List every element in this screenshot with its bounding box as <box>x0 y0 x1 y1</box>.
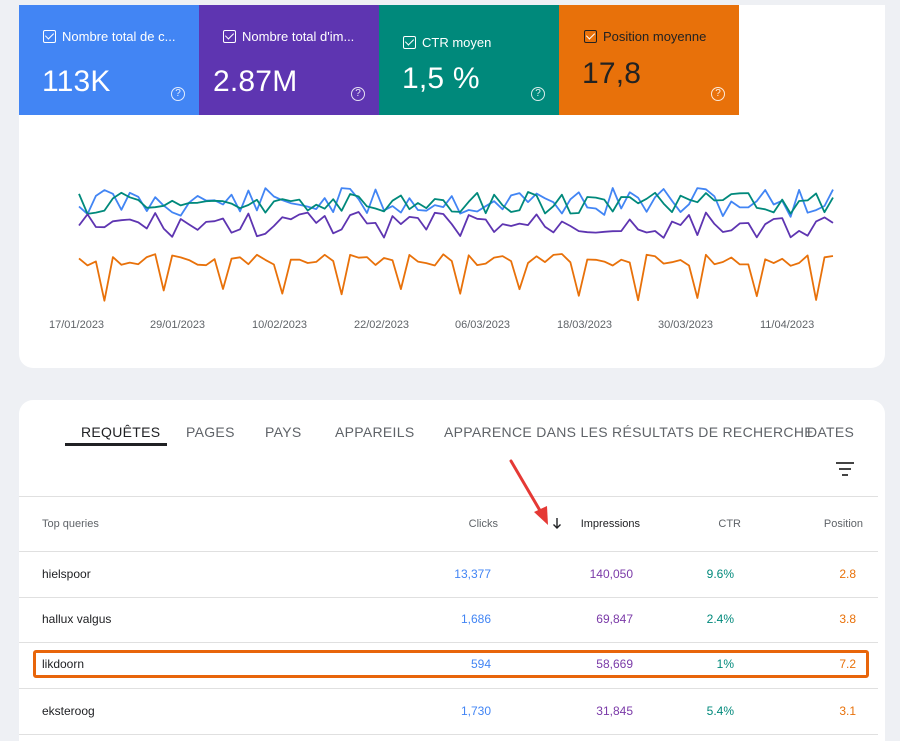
divider <box>19 688 878 689</box>
filter-icon[interactable] <box>836 462 854 476</box>
x-tick-label: 11/04/2023 <box>760 319 815 331</box>
metric-label-impressions: Nombre total d'im... <box>242 29 355 44</box>
tab-pages[interactable]: PAGES <box>186 424 235 440</box>
help-circle-icon[interactable]: ? <box>531 87 545 101</box>
ctr-cell: 5.4% <box>706 704 734 718</box>
tab-devices[interactable]: APPAREILS <box>335 424 415 440</box>
position-cell: 3.1 <box>839 704 856 718</box>
highlight-box <box>33 650 869 678</box>
position-cell: 3.8 <box>839 612 856 626</box>
x-tick-label: 29/01/2023 <box>150 319 206 331</box>
impressions-cell: 69,847 <box>596 612 633 626</box>
column-header-clicks[interactable]: Clicks <box>468 518 498 530</box>
tab-queries[interactable]: REQUÊTES <box>81 424 161 440</box>
active-tab-indicator <box>65 443 167 446</box>
ctr-cell: 9.6% <box>706 567 734 581</box>
table-row[interactable]: eksteroog 1,730 31,845 5.4% 3.1 <box>19 689 878 734</box>
tab-countries[interactable]: PAYS <box>265 424 302 440</box>
divider <box>19 734 878 735</box>
clicks-cell: 1,686 <box>460 612 491 626</box>
series-line-position <box>78 253 834 302</box>
clicks-cell: 594 <box>470 657 491 671</box>
checkbox-checked-icon[interactable] <box>403 36 416 49</box>
divider <box>19 597 878 598</box>
column-header-ctr[interactable]: CTR <box>718 518 741 530</box>
x-tick-label: 17/01/2023 <box>49 319 105 331</box>
checkbox-checked-icon[interactable] <box>223 30 236 43</box>
series-line-clicks <box>78 187 834 218</box>
tab-search-appearance[interactable]: APPARENCE DANS LES RÉSULTATS DE RECHERCH… <box>444 424 814 440</box>
divider <box>19 496 878 497</box>
metric-value-position: 17,8 <box>582 57 642 90</box>
tab-dates[interactable]: DATES <box>807 424 855 440</box>
column-header-position[interactable]: Position <box>823 518 863 530</box>
query-cell: hallux valgus <box>42 612 112 626</box>
clicks-cell: 13,377 <box>454 567 491 581</box>
performance-chart-panel: 17/01/2023 29/01/2023 10/02/2023 22/02/2… <box>19 5 885 368</box>
help-circle-icon[interactable]: ? <box>171 87 185 101</box>
column-header-impressions[interactable]: Impressions <box>580 518 640 530</box>
performance-line-chart[interactable] <box>19 115 885 315</box>
help-circle-icon[interactable]: ? <box>711 87 725 101</box>
metric-label-clicks: Nombre total de c... <box>62 29 176 44</box>
table-row[interactable]: likdoorn 594 58,669 1% 7.2 <box>19 643 878 688</box>
checkbox-checked-icon[interactable] <box>43 30 56 43</box>
metric-card-position[interactable]: Position moyenne 17,8 ? <box>559 5 739 115</box>
impressions-cell: 58,669 <box>596 657 633 671</box>
divider <box>19 642 878 643</box>
divider <box>19 551 878 552</box>
series-line-ctr <box>78 191 834 215</box>
query-cell: hielspoor <box>42 567 91 581</box>
metric-label-position: Position moyenne <box>603 29 707 44</box>
arrow-down-icon[interactable] <box>552 517 562 529</box>
ctr-cell: 1% <box>716 657 734 671</box>
query-cell: likdoorn <box>42 657 85 671</box>
position-cell: 7.2 <box>839 657 856 671</box>
x-tick-label: 06/03/2023 <box>455 319 511 331</box>
metric-label-ctr: CTR moyen <box>422 35 492 50</box>
metric-value-ctr: 1,5 % <box>402 62 480 95</box>
x-tick-label: 22/02/2023 <box>354 319 410 331</box>
clicks-cell: 1,730 <box>460 704 491 718</box>
series-line-impressions <box>78 211 834 239</box>
position-cell: 2.8 <box>839 567 856 581</box>
x-tick-label: 18/03/2023 <box>557 319 613 331</box>
metric-value-clicks: 113K <box>42 65 111 98</box>
impressions-cell: 140,050 <box>589 567 633 581</box>
impressions-cell: 31,845 <box>596 704 633 718</box>
checkbox-checked-icon[interactable] <box>584 30 597 43</box>
x-tick-label: 10/02/2023 <box>252 319 308 331</box>
queries-table-panel: REQUÊTES PAGES PAYS APPAREILS APPARENCE … <box>19 400 885 741</box>
metric-value-impressions: 2.87M <box>213 65 298 98</box>
metric-card-clicks[interactable]: Nombre total de c... 113K ? <box>19 5 199 115</box>
help-circle-icon[interactable]: ? <box>351 87 365 101</box>
annotation-arrow-icon <box>509 459 548 525</box>
table-row[interactable]: hielspoor 13,377 140,050 9.6% 2.8 <box>19 552 878 597</box>
metric-card-impressions[interactable]: Nombre total d'im... 2.87M ? <box>199 5 379 115</box>
column-header-query: Top queries <box>42 518 99 530</box>
metric-card-ctr[interactable]: CTR moyen 1,5 % ? <box>379 5 559 115</box>
query-cell: eksteroog <box>42 704 95 718</box>
ctr-cell: 2.4% <box>706 612 734 626</box>
table-row[interactable]: hallux valgus 1,686 69,847 2.4% 3.8 <box>19 598 878 643</box>
x-tick-label: 30/03/2023 <box>658 319 714 331</box>
